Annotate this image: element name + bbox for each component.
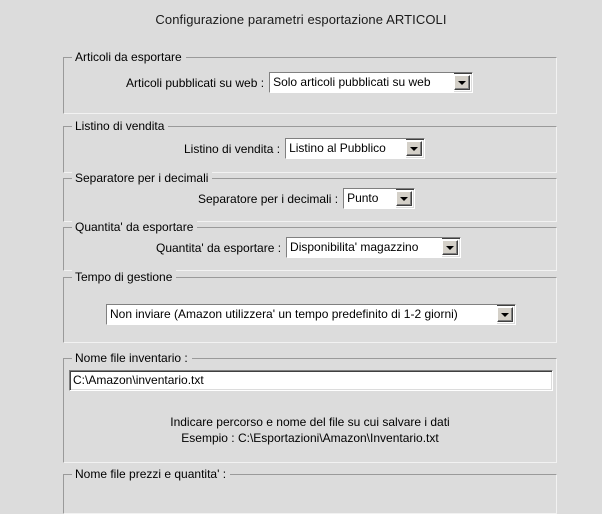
groupbox-nome-file-inventario: Nome file inventario : Indicare percorso… xyxy=(63,351,557,463)
select-quantita-da-esportare[interactable]: Disponibilita' magazzino xyxy=(286,237,462,258)
groupbox-prezzi-legend: Nome file prezzi e quantita' : xyxy=(72,467,231,481)
input-nome-file-inventario-wrapper[interactable] xyxy=(69,370,553,391)
select-tempo-di-gestione[interactable]: Non inviare (Amazon utilizzera' un tempo… xyxy=(106,304,516,325)
field-row-separatore-decimali: Separatore per i decimali : Punto xyxy=(198,188,416,209)
label-separatore-per-i-decimali: Separatore per i decimali : xyxy=(198,191,339,206)
chevron-down-icon[interactable] xyxy=(497,307,513,322)
groupbox-inventario-legend: Nome file inventario : xyxy=(72,351,192,365)
groupbox-listino-di-vendita: Listino di vendita xyxy=(63,119,557,173)
label-quantita-da-esportare: Quantita' da esportare : xyxy=(156,240,282,255)
chevron-down-icon[interactable] xyxy=(396,191,413,206)
hint-line-1: Indicare percorso e nome del file su cui… xyxy=(170,415,450,429)
groupbox-separatore-decimali: Separatore per i decimali xyxy=(63,171,557,222)
hint-line-2: Esempio : C:\Esportazioni\Amazon\Inventa… xyxy=(181,431,439,445)
select-separatore-value: Punto xyxy=(344,189,397,208)
select-articoli-value: Solo articoli pubblicati su web xyxy=(270,73,455,92)
field-row-quantita-da-esportare: Quantita' da esportare : Disponibilita' … xyxy=(156,237,462,258)
select-tempo-value: Non inviare (Amazon utilizzera' un tempo… xyxy=(107,305,497,324)
groupbox-quantita-legend: Quantita' da esportare xyxy=(72,220,198,234)
label-listino-di-vendita: Listino di vendita : xyxy=(184,141,281,156)
select-listino-di-vendita[interactable]: Listino al Pubblico xyxy=(285,138,426,159)
select-listino-value: Listino al Pubblico xyxy=(286,139,407,158)
label-articoli-pubblicati-su-web: Articoli pubblicati su web : xyxy=(126,75,265,90)
groupbox-nome-file-prezzi-quantita: Nome file prezzi e quantita' : xyxy=(63,467,557,514)
select-separatore-decimali[interactable]: Punto xyxy=(343,188,416,209)
groupbox-separatore-legend: Separatore per i decimali xyxy=(72,171,213,185)
nome-file-inventario-input[interactable] xyxy=(70,372,552,389)
groupbox-quantita-da-esportare: Quantita' da esportare xyxy=(63,220,557,271)
page-title: Configurazione parametri esportazione AR… xyxy=(155,12,447,27)
groupbox-listino-legend: Listino di vendita xyxy=(72,119,169,133)
groupbox-articoli-legend: Articoli da esportare xyxy=(72,50,186,64)
groupbox-articoli-da-esportare: Articoli da esportare xyxy=(63,50,557,114)
groupbox-tempo-legend: Tempo di gestione xyxy=(72,270,177,284)
chevron-down-icon[interactable] xyxy=(442,240,459,255)
select-quantita-value: Disponibilita' magazzino xyxy=(287,238,443,257)
chevron-down-icon[interactable] xyxy=(454,75,471,90)
field-row-articoli-pubblicati: Articoli pubblicati su web : Solo artico… xyxy=(126,72,474,93)
field-row-tempo-di-gestione: Non inviare (Amazon utilizzera' un tempo… xyxy=(106,304,516,325)
field-row-listino-di-vendita: Listino di vendita : Listino al Pubblico xyxy=(184,138,426,159)
select-articoli-pubblicati-su-web[interactable]: Solo articoli pubblicati su web xyxy=(269,72,474,93)
groupbox-tempo-di-gestione: Tempo di gestione xyxy=(63,270,557,343)
chevron-down-icon[interactable] xyxy=(406,141,423,156)
